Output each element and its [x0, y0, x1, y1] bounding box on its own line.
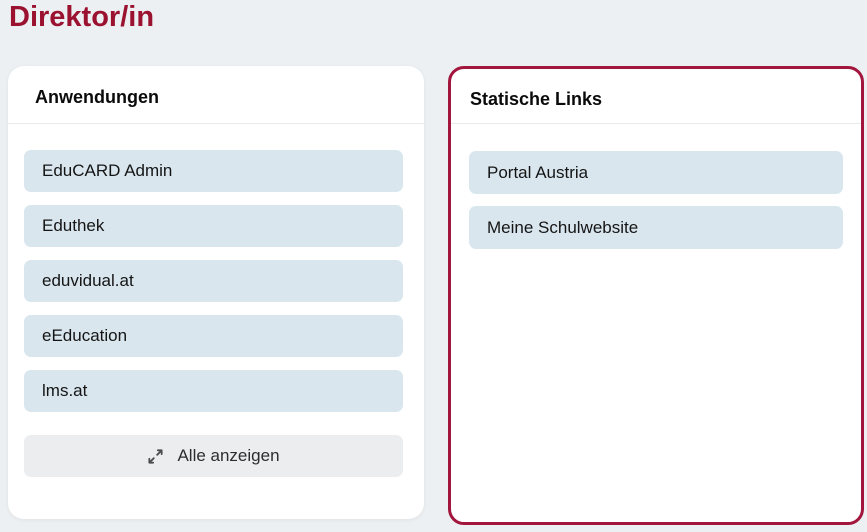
- app-link-educard-admin[interactable]: EduCARD Admin: [24, 150, 403, 192]
- app-link-eduthek[interactable]: Eduthek: [24, 205, 403, 247]
- static-link-portal-austria[interactable]: Portal Austria: [469, 151, 843, 194]
- statische-links-card: Statische Links Portal Austria Meine Sch…: [448, 66, 864, 525]
- app-link-eeducation[interactable]: eEducation: [24, 315, 403, 357]
- anwendungen-card: Anwendungen EduCARD Admin Eduthek eduvid…: [8, 66, 424, 519]
- app-link-eduvidual[interactable]: eduvidual.at: [24, 260, 403, 302]
- app-link-lms[interactable]: lms.at: [24, 370, 403, 412]
- anwendungen-card-title: Anwendungen: [35, 87, 159, 107]
- static-link-meine-schulwebsite[interactable]: Meine Schulwebsite: [469, 206, 843, 249]
- card-header-divider: [451, 123, 861, 124]
- card-header-divider: [8, 123, 424, 124]
- page-title: Direktor/in: [9, 1, 155, 33]
- show-all-button[interactable]: Alle anzeigen: [24, 435, 403, 477]
- expand-arrows-icon: [147, 448, 164, 465]
- anwendungen-card-body: EduCARD Admin Eduthek eduvidual.at eEduc…: [8, 124, 424, 477]
- statische-links-card-body: Portal Austria Meine Schulwebsite: [451, 124, 861, 249]
- show-all-label: Alle anzeigen: [177, 446, 280, 465]
- statische-links-card-title: Statische Links: [470, 89, 603, 109]
